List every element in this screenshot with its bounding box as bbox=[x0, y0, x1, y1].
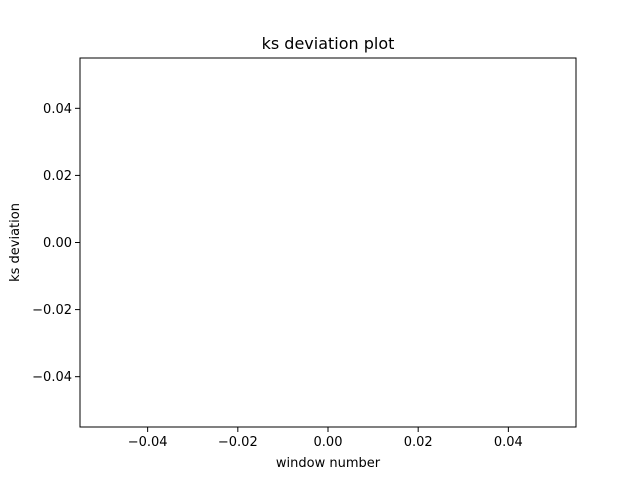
x-tick-label: −0.02 bbox=[218, 435, 258, 450]
chart-title: ks deviation plot bbox=[262, 34, 395, 53]
y-tick-label: −0.04 bbox=[32, 370, 72, 385]
y-tick-label: 0.02 bbox=[43, 169, 72, 184]
y-tick-label: 0.04 bbox=[43, 102, 72, 117]
x-tick-label: −0.04 bbox=[128, 435, 168, 450]
y-tick-label: 0.00 bbox=[43, 236, 72, 251]
x-tick-label: 0.02 bbox=[404, 435, 433, 450]
y-tick-label: −0.02 bbox=[32, 303, 72, 318]
y-axis-label: ks deviation bbox=[8, 203, 23, 282]
y-axis: −0.04 −0.02 0.00 0.02 0.04 bbox=[32, 102, 80, 385]
x-tick-label: 0.04 bbox=[494, 435, 523, 450]
plot-area bbox=[79, 57, 577, 428]
x-axis-label: window number bbox=[276, 456, 381, 471]
x-axis: −0.04 −0.02 0.00 0.02 0.04 bbox=[128, 427, 523, 450]
x-tick-label: 0.00 bbox=[314, 435, 343, 450]
